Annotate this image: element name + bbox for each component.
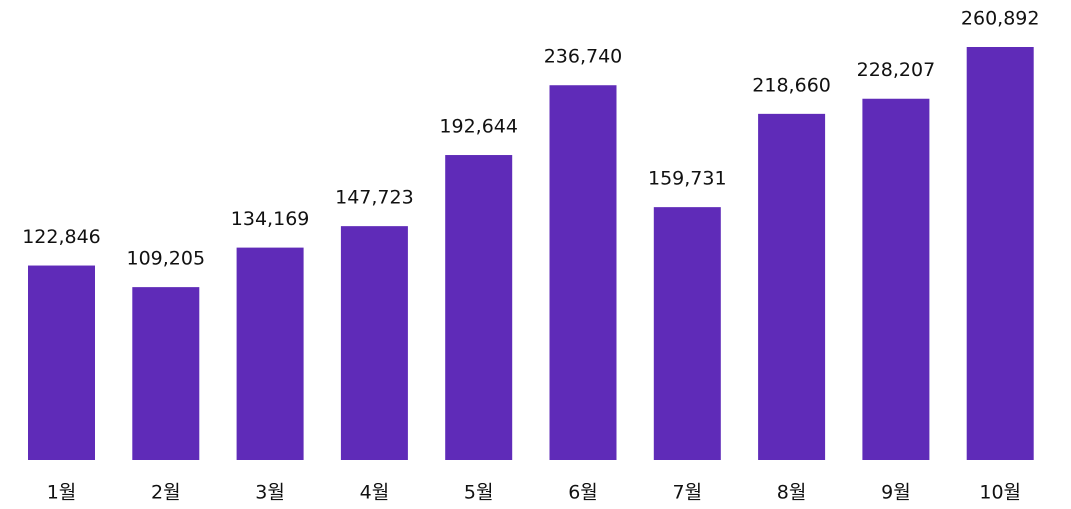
bar <box>340 226 408 460</box>
value-label: 109,205 <box>127 248 206 270</box>
value-label: 134,169 <box>231 208 310 230</box>
bar <box>966 47 1034 460</box>
x-tick-label: 1월 <box>47 482 77 504</box>
value-label: 159,731 <box>648 168 727 190</box>
bar <box>28 265 95 460</box>
x-tick-label: 3월 <box>255 482 285 504</box>
x-tick-label: 9월 <box>881 482 911 504</box>
bar <box>653 207 721 460</box>
x-tick-label: 2월 <box>151 482 181 504</box>
x-tick-label: 5월 <box>464 482 494 504</box>
bar <box>445 155 513 460</box>
value-label: 228,207 <box>857 59 936 81</box>
value-label: 260,892 <box>961 8 1040 30</box>
value-label: 147,723 <box>335 187 414 209</box>
x-tick-label: 8월 <box>777 482 807 504</box>
bar <box>758 113 826 460</box>
x-tick-label: 7월 <box>673 482 703 504</box>
value-label: 218,660 <box>752 74 831 96</box>
bar <box>236 247 304 460</box>
bar <box>132 287 200 460</box>
value-label: 236,740 <box>544 46 623 68</box>
x-tick-label: 10월 <box>979 482 1021 504</box>
x-tick-label: 4월 <box>360 482 390 504</box>
value-label: 122,846 <box>22 226 101 248</box>
x-tick-label: 6월 <box>568 482 598 504</box>
bar <box>549 85 617 461</box>
value-label: 192,644 <box>439 116 518 138</box>
bar <box>862 98 930 460</box>
